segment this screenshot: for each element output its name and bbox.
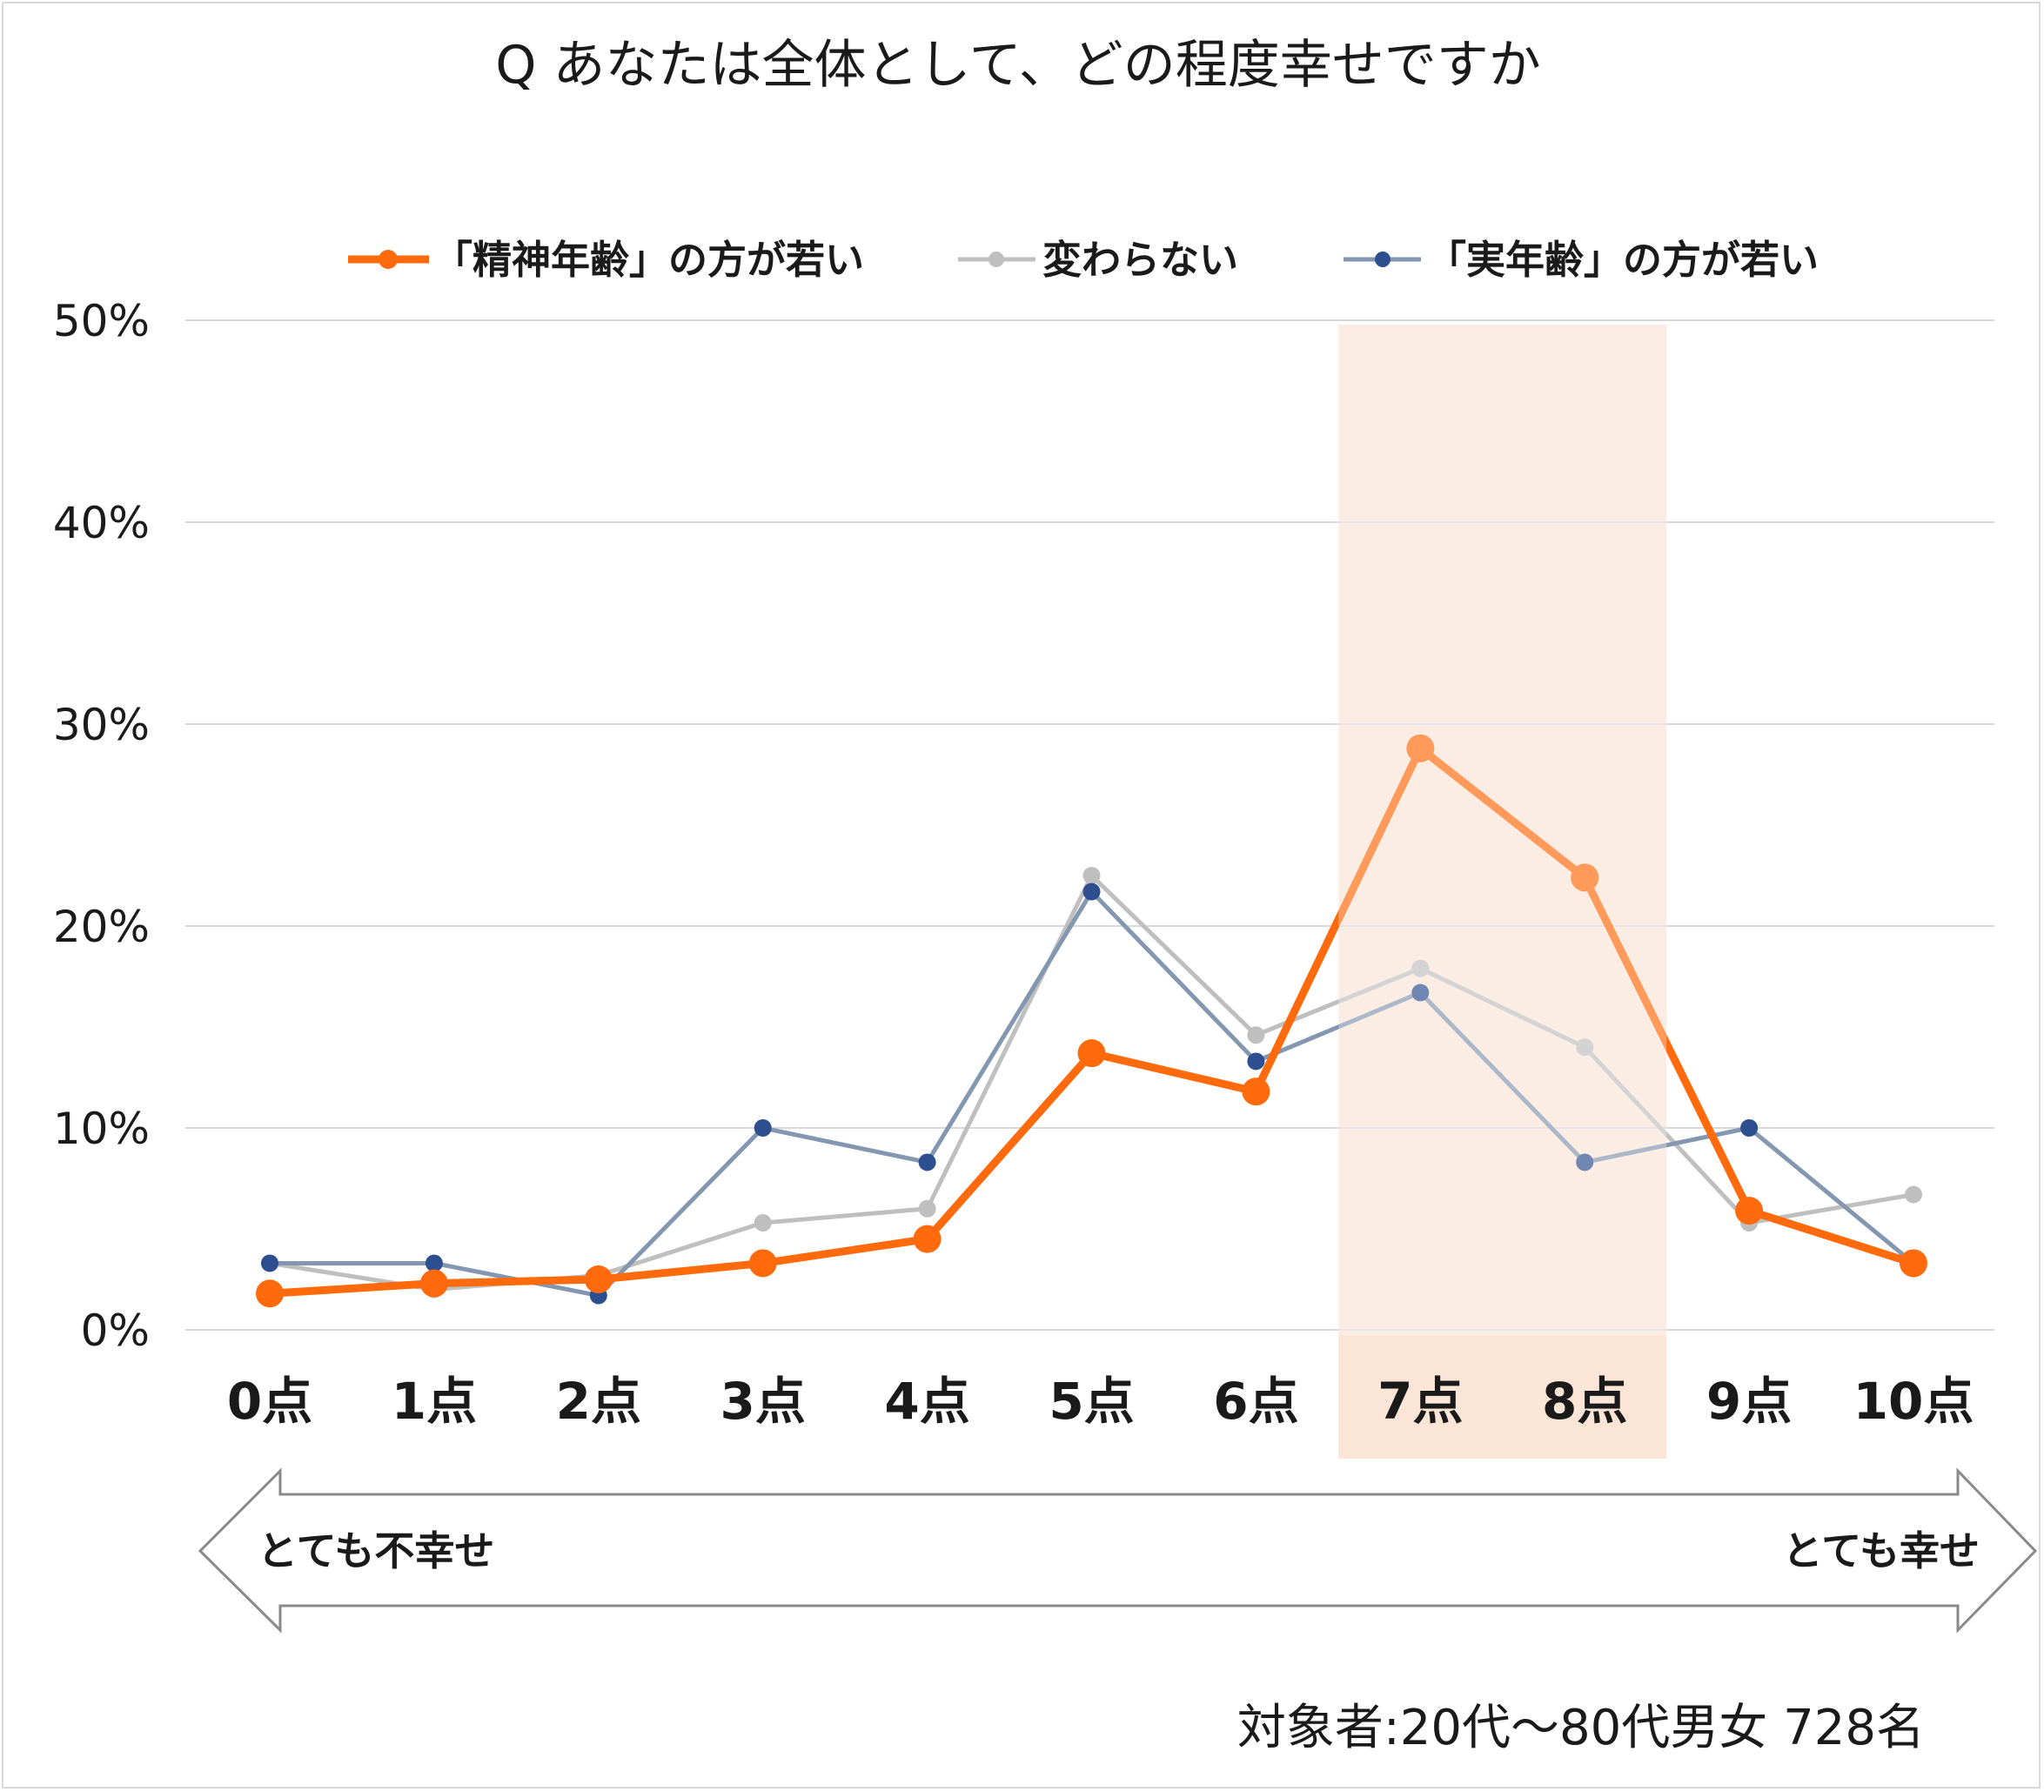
- legend-item-seishin: 「精神年齢」の方が若い: [348, 237, 864, 283]
- legend-label-seishin: 「精神年齢」の方が若い: [433, 237, 864, 283]
- y-tick-label: 10%: [53, 1104, 150, 1154]
- legend-marker-kawaranai: [988, 252, 1004, 267]
- legend-item-kawaranai: 変わらない: [958, 237, 1238, 283]
- x-tick-label: 1点: [392, 1372, 477, 1431]
- series-line-2: [270, 889, 1915, 1299]
- data-point: [261, 1254, 278, 1272]
- data-point: [754, 1119, 772, 1137]
- legend-marker-jitsu: [1375, 252, 1391, 267]
- data-point: [1576, 1038, 1594, 1057]
- highlight-band: [1338, 325, 1667, 1459]
- x-tick-label: 5点: [1049, 1372, 1134, 1431]
- data-point: [1740, 1119, 1759, 1137]
- y-tick-label: 30%: [53, 700, 150, 750]
- y-tick-label: 40%: [53, 498, 150, 548]
- data-point: [1411, 959, 1430, 977]
- data-point: [918, 1199, 936, 1218]
- x-tick-label: 4点: [884, 1372, 969, 1431]
- data-point: [1082, 867, 1101, 884]
- x-tick-label: 3点: [720, 1372, 806, 1431]
- data-point: [1406, 734, 1435, 762]
- x-tick-label: 10点: [1853, 1372, 1974, 1431]
- arrow-left-label: とても不幸せ: [258, 1527, 494, 1574]
- data-point: [584, 1265, 613, 1293]
- x-tick-label: 6点: [1213, 1372, 1298, 1431]
- data-point: [419, 1269, 448, 1298]
- series-layer: [256, 734, 1927, 1308]
- x-tick-label: 7点: [1377, 1372, 1463, 1431]
- data-point: [754, 1214, 772, 1232]
- data-point: [256, 1279, 284, 1308]
- x-axis-ticks: 0点 1点 2点 3点 4点 5点 6点 7点 8点 9点 10点: [227, 1372, 1974, 1431]
- data-point: [1077, 1039, 1106, 1068]
- x-tick-label: 0点: [227, 1372, 312, 1431]
- series-line-0: [269, 744, 1915, 1298]
- data-point: [1411, 983, 1430, 1002]
- double-arrow-shape: [198, 1467, 2038, 1634]
- data-point: [913, 1225, 942, 1253]
- y-axis-ticks: 0% 10% 20% 30% 40% 50%: [53, 296, 150, 1356]
- legend-marker-seishin: [379, 250, 398, 269]
- chart-title: Q あなたは全体として、どの程度幸せですか: [495, 35, 1541, 96]
- y-tick-label: 0%: [81, 1305, 150, 1356]
- x-tick-label: 9点: [1706, 1372, 1792, 1431]
- data-point: [1905, 1185, 1922, 1204]
- data-point: [1900, 1249, 1927, 1278]
- x-tick-label: 2点: [556, 1372, 641, 1431]
- data-point: [918, 1153, 936, 1171]
- arrow-right-label: とても幸せ: [1783, 1527, 1980, 1574]
- legend: 「精神年齢」の方が若い 変わらない 「実年齢」の方が若い: [348, 237, 1819, 283]
- x-tick-label: 8点: [1542, 1372, 1627, 1431]
- data-point: [748, 1249, 777, 1278]
- y-tick-label: 50%: [53, 296, 150, 346]
- legend-item-jitsu: 「実年齢」の方が若い: [1344, 237, 1819, 283]
- gridlines: [185, 319, 1994, 1331]
- data-point: [1082, 883, 1101, 901]
- data-point: [1247, 1026, 1265, 1044]
- legend-label-kawaranai: 変わらない: [1042, 237, 1238, 283]
- data-point: [1247, 1052, 1265, 1071]
- data-point: [425, 1254, 443, 1272]
- y-tick-label: 20%: [53, 902, 150, 952]
- legend-label-jitsu: 「実年齢」の方が若い: [1427, 237, 1819, 283]
- happiness-scale-arrow: とても不幸せ とても幸せ: [198, 1467, 2038, 1634]
- data-point: [1735, 1197, 1764, 1225]
- series-line-1: [269, 873, 1914, 1292]
- sample-note: 対象者:20代～80代男女 728名: [1237, 1700, 1925, 1756]
- data-point: [1242, 1077, 1270, 1106]
- data-point: [1571, 863, 1599, 892]
- data-point: [1576, 1153, 1594, 1171]
- highlight-overlay: [1338, 325, 1667, 1335]
